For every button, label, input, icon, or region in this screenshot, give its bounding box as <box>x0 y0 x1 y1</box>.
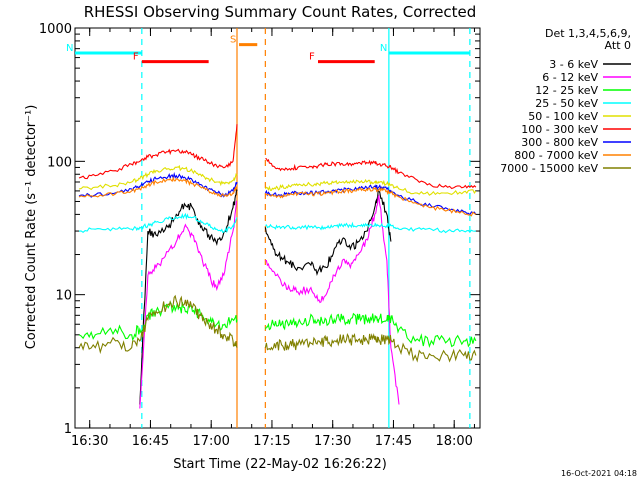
legend-label: 100 - 300 keV <box>521 123 598 136</box>
x-axis-label: Start Time (22-May-02 16:26:22) <box>173 457 387 472</box>
legend-label: 12 - 25 keV <box>535 84 598 97</box>
x-tick-label: 17:30 <box>314 434 351 449</box>
x-tick-label: 16:45 <box>132 434 169 449</box>
x-tick-label: 17:45 <box>375 434 412 449</box>
series-line <box>78 171 477 216</box>
legend-header: Det 1,3,4,5,6,9, <box>545 27 631 40</box>
plot-area: 1 10 100 1000 16:30 16:45 17:00 17:15 17:30 17:45… <box>39 22 481 449</box>
axes-frame <box>74 27 481 429</box>
chart-title: RHESSI Observing Summary Count Rates, Co… <box>84 3 477 21</box>
legend-label: 7000 - 15000 keV <box>500 162 598 175</box>
state-label: F <box>133 52 139 63</box>
series-line <box>78 294 477 363</box>
series-line <box>78 176 477 217</box>
y-tick-label: 100 <box>47 155 72 170</box>
series-line <box>139 193 400 409</box>
y-axis-label: Corrected Count Rate (s⁻¹ detector⁻¹) <box>24 105 39 350</box>
legend-label: 300 - 800 keV <box>521 136 598 149</box>
y-tick-label: 1000 <box>39 22 72 37</box>
y-tick-label: 10 <box>55 289 72 304</box>
legend-label: 50 - 100 keV <box>528 110 598 123</box>
footer-timestamp: 16-Oct-2021 04:18 <box>561 469 637 478</box>
series-line <box>78 212 476 234</box>
state-label: N <box>380 43 387 54</box>
x-tick-label: 17:15 <box>253 434 290 449</box>
series-line <box>78 164 477 196</box>
legend-label: 3 - 6 keV <box>549 58 598 71</box>
legend-label: 6 - 12 keV <box>542 71 598 84</box>
y-tick-label: 1 <box>64 422 72 437</box>
x-tick-label: 17:00 <box>192 434 229 449</box>
state-label: F <box>309 52 315 63</box>
x-tick-label: 18:00 <box>435 434 472 449</box>
state-label: S <box>230 35 236 46</box>
state-label: N <box>66 43 73 54</box>
legend-label: 800 - 7000 keV <box>514 149 598 162</box>
series-line <box>78 124 477 190</box>
x-tick-label: 16:30 <box>71 434 108 449</box>
legend-header: Att 0 <box>605 39 631 52</box>
legend-label: 25 - 50 keV <box>535 97 598 110</box>
